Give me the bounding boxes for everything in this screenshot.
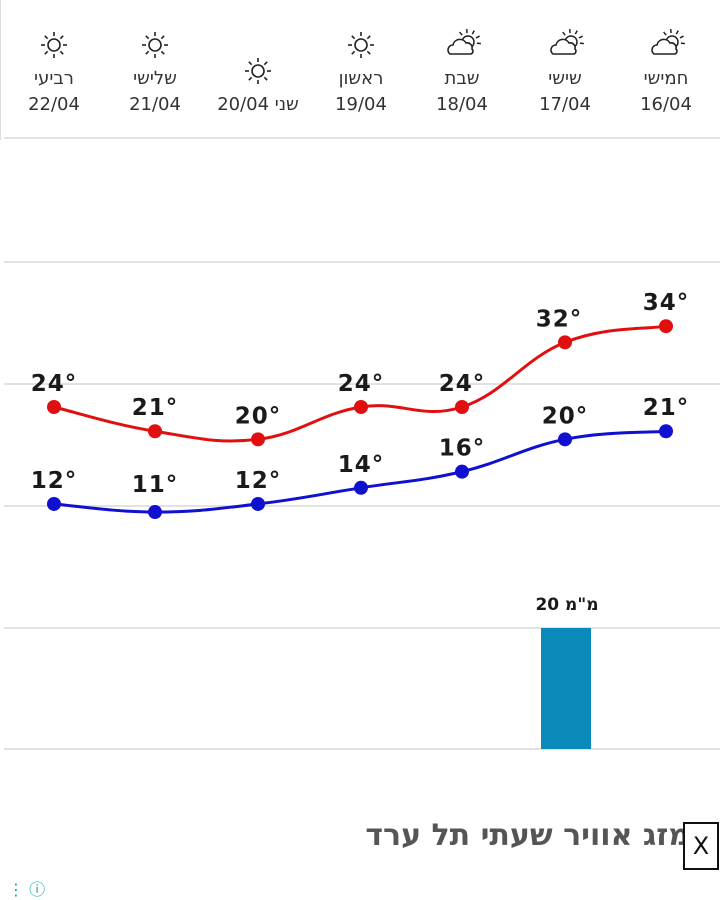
data-point	[659, 424, 673, 438]
day-label: שישי	[548, 68, 582, 89]
date-label: 17/04	[539, 94, 591, 115]
data-point	[251, 432, 265, 446]
temp-label: 21°	[132, 395, 179, 421]
data-point	[47, 400, 61, 414]
date-label: 21/04	[129, 94, 181, 115]
temp-label: 24°	[338, 371, 385, 397]
day-column: ראשון 19/04	[335, 32, 387, 115]
day-column: שלישי 21/04	[129, 32, 181, 115]
page-title: מזג אוויר שעתי תל ערד	[365, 818, 690, 853]
day-column: שני 20/04	[217, 58, 299, 115]
sun-icon	[348, 32, 374, 58]
date-label: 16/04	[640, 94, 692, 115]
info-icon[interactable]: ⋮ ⓘ	[8, 876, 45, 900]
day-label: רביעי	[34, 68, 74, 89]
temp-label: 32°	[536, 306, 583, 332]
partly-cloudy-sun-icon	[551, 29, 584, 54]
temp-label: 12°	[235, 468, 282, 494]
temp-label: 14°	[338, 452, 385, 478]
data-point	[558, 335, 572, 349]
data-point	[354, 481, 368, 495]
temp-label: 16°	[439, 436, 486, 462]
day-column: רביעי 22/04	[28, 32, 80, 115]
day-label: שני 20/04	[217, 94, 299, 115]
temp-label: 21°	[643, 395, 690, 421]
day-label: שבת	[445, 68, 480, 89]
close-button[interactable]: X	[683, 822, 719, 870]
day-label: חמישי	[644, 68, 689, 89]
forecast-chart: חמישי 16/04 שישי 17/04 שבת 18/04 ראשון 19/04 שני…	[0, 0, 720, 812]
sun-icon	[41, 32, 67, 58]
date-label: 22/04	[28, 94, 80, 115]
day-column: שבת 18/04	[436, 29, 488, 115]
data-point	[455, 400, 469, 414]
date-label: 19/04	[335, 94, 387, 115]
data-point	[558, 432, 572, 446]
temp-label: 34°	[643, 290, 690, 316]
temp-label: 11°	[132, 472, 179, 498]
data-point	[354, 400, 368, 414]
rain-bar	[541, 628, 591, 749]
temp-label: 20°	[542, 403, 589, 429]
sun-icon	[142, 32, 168, 58]
data-point	[659, 319, 673, 333]
rain-label: 20 מ"מ	[535, 595, 598, 615]
day-column: חמישי 16/04	[640, 29, 692, 115]
sun-icon	[245, 58, 271, 84]
partly-cloudy-sun-icon	[652, 29, 685, 54]
day-label: ראשון	[339, 68, 384, 89]
data-point	[148, 505, 162, 519]
data-point	[251, 497, 265, 511]
date-label: 18/04	[436, 94, 488, 115]
data-point	[148, 424, 162, 438]
partly-cloudy-sun-icon	[448, 29, 481, 54]
temp-label: 12°	[31, 468, 78, 494]
day-label: שלישי	[133, 68, 177, 89]
temp-label: 24°	[31, 371, 78, 397]
temp-label: 24°	[439, 371, 486, 397]
day-column: שישי 17/04	[539, 29, 591, 115]
data-point	[47, 497, 61, 511]
temp-label: 20°	[235, 403, 282, 429]
data-point	[455, 465, 469, 479]
